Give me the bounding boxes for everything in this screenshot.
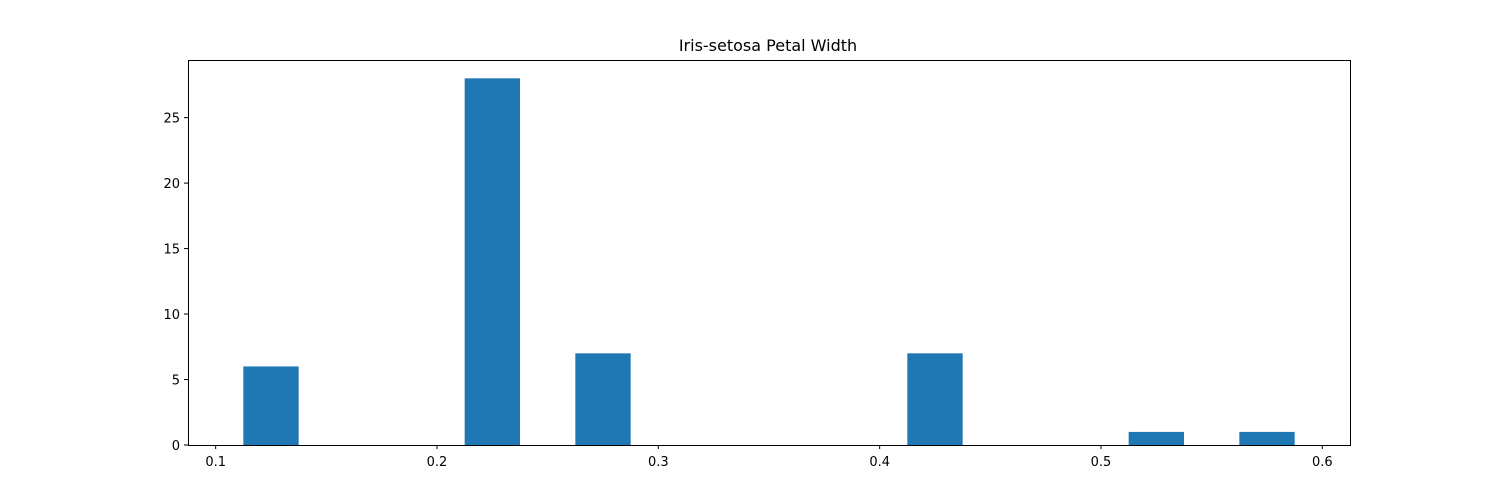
x-axis: 0.1 0.2 0.3 0.4 0.5 0.6 [205,445,1333,470]
y-tick-label: 10 [163,308,180,323]
x-tick-label: 0.3 [648,455,669,470]
histogram-bar-3 [907,353,963,445]
y-tick-label: 0 [172,439,180,454]
histogram-bar-1 [464,78,520,445]
y-tick-label: 15 [163,243,180,258]
histogram-bar-4 [1128,431,1184,445]
histogram-bar-2 [575,353,631,445]
x-tick-label: 0.4 [869,455,890,470]
histogram-bar-0 [243,366,299,445]
histogram-bar-5 [1239,431,1295,445]
x-tick-label: 0.2 [427,455,448,470]
plot-frame [188,60,1351,446]
x-tick-label: 0.5 [1091,455,1112,470]
chart-title: Iris-setosa Petal Width [679,36,857,55]
y-axis: 0 5 10 15 20 25 [163,112,188,454]
bars-layer [243,78,1295,445]
x-tick-label: 0.6 [1312,455,1333,470]
x-tick-label: 0.1 [205,455,226,470]
y-tick-label: 20 [163,177,180,192]
y-tick-label: 5 [172,374,180,389]
y-tick-label: 25 [163,112,180,127]
